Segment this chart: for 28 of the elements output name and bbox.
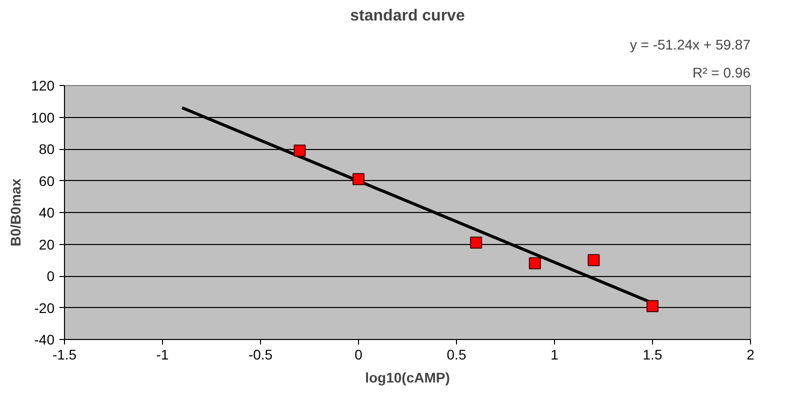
y-tick-label: 0: [46, 268, 55, 284]
point: [528, 257, 541, 270]
y-tick-label: -40: [34, 332, 55, 348]
y-tick-label: 80: [38, 141, 55, 157]
point: [470, 236, 482, 249]
text: y = -51.24x + 59.87: [630, 36, 751, 52]
text: R² = 0.96: [692, 64, 751, 80]
x-tick-label: -1: [156, 346, 169, 362]
y-tick-label: 100: [31, 109, 55, 126]
x-tick-label: -0.5: [248, 346, 273, 362]
chart-title: standard curve: [350, 8, 465, 24]
x-tick-label: -1.5: [52, 346, 77, 362]
point: [646, 300, 658, 312]
y-tick-label: 60: [38, 172, 55, 189]
point: [294, 144, 306, 157]
y-tick-label: 40: [38, 204, 55, 220]
y-tick-label: -20: [34, 300, 55, 316]
y-tick-label: 20: [38, 236, 55, 252]
x-tick-label: 1: [550, 346, 559, 362]
x-tick-label: 0.5: [446, 346, 466, 362]
x-tick-label: 0: [354, 346, 363, 362]
x-tick-label: 2: [746, 346, 755, 362]
point: [588, 254, 600, 266]
x-tick-label: 1.5: [642, 346, 662, 362]
x-axis-title: log10(cAMP): [365, 370, 450, 386]
point: [352, 173, 364, 186]
y-tick-label: 120: [31, 78, 55, 94]
y-axis-title: B0/B0max: [8, 178, 24, 246]
